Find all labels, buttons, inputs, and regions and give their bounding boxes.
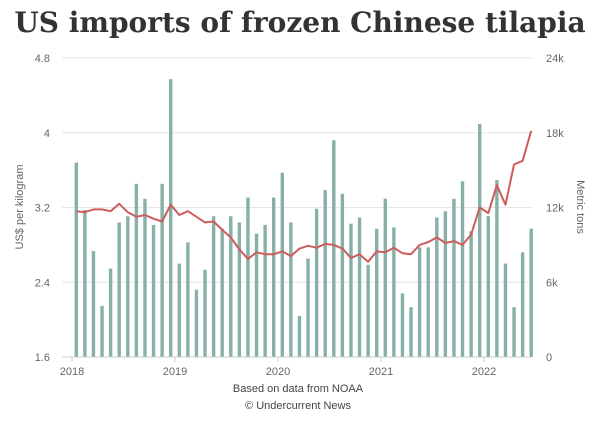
bar [383,198,387,357]
bar [151,224,156,357]
y-left-tick-label: 1.6 [35,352,50,364]
bar [211,216,216,357]
price-line [76,130,533,263]
chart-title: US imports of frozen Chinese tilapia [14,6,586,39]
bar [512,307,516,357]
y-right-tick-label: 18k [546,128,564,140]
bar [443,211,448,357]
x-tick-label: 2019 [163,366,187,378]
y-left-tick-label: 4 [44,128,50,140]
y-right-tick-label: 0 [546,352,552,364]
bar [254,233,259,357]
bar [203,269,207,357]
bar [452,198,456,357]
y-right-tick-label: 24k [546,53,564,65]
bar [306,258,310,357]
x-tick-label: 2018 [60,366,84,378]
bar [220,228,224,357]
bar [323,190,327,357]
bar [529,228,533,357]
bar [169,79,173,357]
bar [117,222,121,357]
bar [108,268,113,357]
bar [417,247,422,357]
x-tick-label: 2022 [472,366,496,378]
bar [409,307,413,357]
bar [263,224,267,357]
bar [392,227,396,357]
bar [194,289,199,357]
bar [143,198,147,357]
bar [186,242,190,357]
bar [426,247,430,357]
bar [435,217,439,357]
y-left-tick-label: 2.4 [35,277,50,289]
axes: 1.6 0 2.4 6k 3.2 12k 4 18k 4.8 24k 2018 2019 2020 202… [35,53,565,378]
y-right-tick-label: 12k [546,203,564,215]
y-right-tick-label: 6k [546,277,558,289]
bar [486,216,490,357]
bar [246,197,250,357]
y-left-axis-title: US$ per kilogram [14,165,26,250]
credit-note: © Undercurrent News [245,400,351,412]
bar [237,222,242,357]
bar [272,197,276,357]
bar [332,140,336,357]
bar [357,217,362,357]
bar [314,208,319,357]
bar [340,193,345,357]
bar [83,209,87,357]
bar [400,293,405,357]
bar [280,172,284,357]
y-left-tick-label: 4.8 [35,53,50,65]
bar [177,263,181,357]
source-note: Based on data from NOAA [233,383,364,395]
bar [100,305,104,357]
y-left-tick-label: 3.2 [35,203,50,215]
bar [289,222,293,357]
bar [366,264,370,357]
bar [503,263,508,357]
line-series [76,130,533,263]
bar [460,181,465,357]
bar [478,124,482,357]
bar [91,251,96,357]
bar [469,231,473,357]
y-right-axis-title: Metric tons [574,180,586,234]
bar [520,252,525,357]
bar [349,223,353,357]
bar [160,183,164,357]
x-tick-label: 2020 [266,366,290,378]
bar [134,183,139,357]
x-tick-label: 2021 [369,366,393,378]
bar-series [74,79,533,357]
bar [375,228,379,357]
bar [297,315,302,357]
bar [126,216,130,357]
bar [74,162,78,357]
bar [229,216,233,357]
bar [495,180,499,357]
